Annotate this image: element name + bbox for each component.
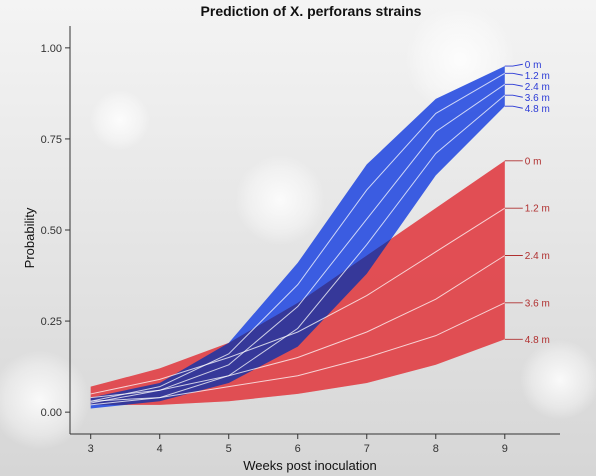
series-line: [90, 207, 506, 395]
bokeh-circle: [0, 350, 90, 450]
bokeh-circle: [235, 155, 325, 245]
y-tick-label: 0.25: [41, 316, 62, 328]
y-tick-label: 0.00: [41, 407, 62, 419]
x-axis-title: Weeks post inoculation: [243, 458, 376, 473]
y-tick-label: 1.00: [41, 43, 62, 55]
series-end-label: 4.8 m: [525, 335, 550, 346]
x-tick-label: 9: [502, 443, 508, 455]
label-leader-line: [504, 63, 523, 67]
series-end-label: 4.8 m: [525, 104, 550, 115]
series-end-label: 1.2 m: [525, 204, 550, 215]
series-end-label: 2.4 m: [525, 82, 550, 93]
lines-layer: [90, 72, 506, 406]
y-tick-label: 0.50: [41, 225, 62, 237]
x-tick-label: 8: [433, 443, 439, 455]
series-end-label: 3.6 m: [525, 93, 550, 104]
chart-title: Prediction of X. perforans strains: [201, 3, 422, 19]
series-end-label: 0 m: [525, 60, 542, 71]
series-line: [90, 255, 506, 399]
y-tick-label: 0.75: [41, 134, 62, 146]
series-end-label: 2.4 m: [525, 251, 550, 262]
y-axis-title: Probability: [22, 207, 37, 268]
bokeh-circle: [520, 340, 596, 420]
label-leader-line: [504, 83, 523, 87]
series-end-label: 3.6 m: [525, 298, 550, 309]
label-leader-line: [504, 72, 523, 76]
x-tick-label: 4: [157, 443, 163, 455]
series-line: [90, 72, 506, 402]
label-leader-line: [504, 94, 523, 98]
series-end-label: 1.2 m: [525, 71, 550, 82]
bokeh-circle: [90, 90, 150, 150]
label-leader-line: [504, 105, 523, 109]
series-labels-layer: 0 m1.2 m2.4 m3.6 m4.8 m0 m1.2 m2.4 m3.6 …: [504, 60, 550, 346]
axes-layer: 3 4 5 6 7 8 9 0.00 0.25 0.50 0.75 1.00: [41, 26, 560, 455]
x-tick-label: 5: [226, 443, 232, 455]
x-tick-label: 7: [364, 443, 370, 455]
series-line: [90, 302, 506, 402]
series-end-label: 0 m: [525, 156, 542, 167]
band-overlap-tint: [90, 160, 505, 405]
x-tick-label: 6: [295, 443, 301, 455]
x-tick-label: 3: [88, 443, 94, 455]
